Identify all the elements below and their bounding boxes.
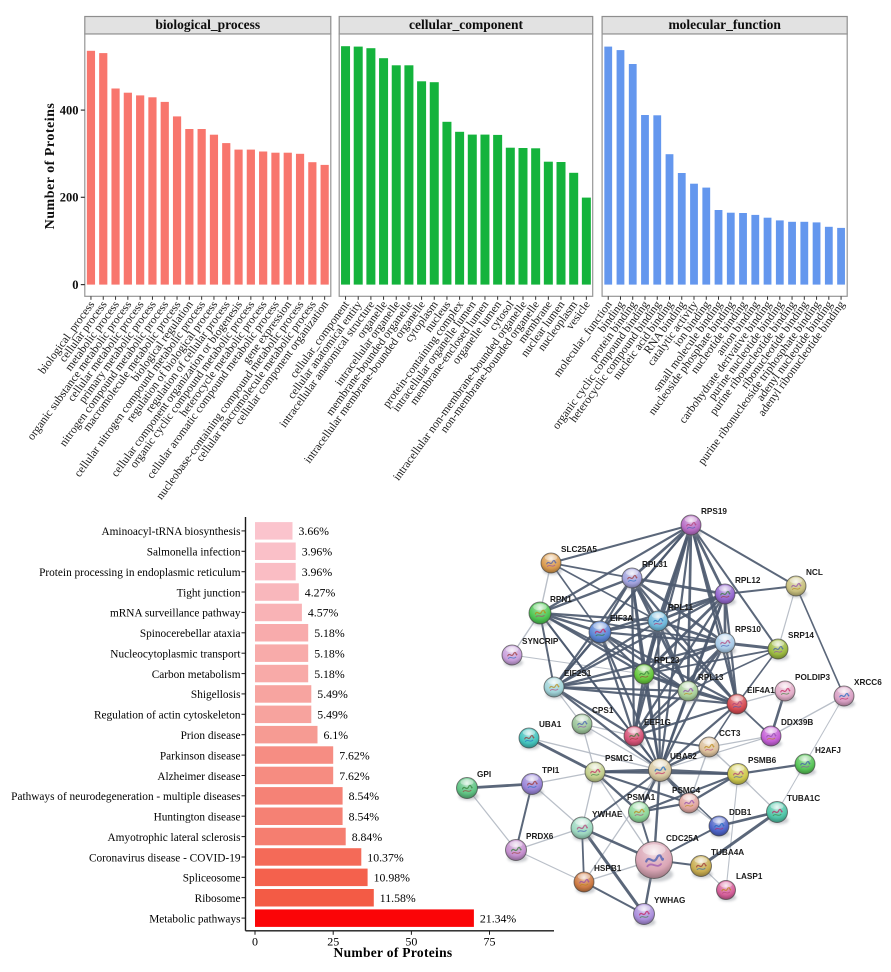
svg-text:7.62%: 7.62%	[339, 748, 370, 762]
svg-text:EIF3A: EIF3A	[610, 614, 633, 623]
svg-text:5.49%: 5.49%	[317, 687, 348, 701]
svg-text:5.18%: 5.18%	[314, 647, 345, 661]
svg-text:Regulation of actin cytoskelet: Regulation of actin cytoskeleton	[94, 710, 241, 722]
svg-text:Alzheimer disease: Alzheimer disease	[157, 771, 240, 783]
svg-text:0: 0	[252, 934, 258, 948]
svg-text:UBA1: UBA1	[539, 720, 562, 729]
svg-text:75: 75	[484, 934, 496, 948]
svg-text:PSMB6: PSMB6	[748, 756, 777, 765]
svg-text:Metabolic pathways: Metabolic pathways	[149, 913, 240, 925]
svg-text:TUBA1C: TUBA1C	[787, 794, 820, 803]
svg-text:21.34%: 21.34%	[480, 911, 517, 925]
svg-text:Protein processing in endoplas: Protein processing in endoplasmic reticu…	[39, 567, 241, 579]
svg-text:RPL13: RPL13	[698, 673, 724, 682]
svg-text:SYNCRIP: SYNCRIP	[522, 637, 559, 646]
svg-text:8.54%: 8.54%	[349, 789, 380, 803]
svg-text:HSPB1: HSPB1	[594, 864, 622, 873]
svg-text:Number of Proteins: Number of Proteins	[43, 103, 58, 230]
svg-text:EIF2S1: EIF2S1	[564, 669, 592, 678]
svg-text:Parkinson disease: Parkinson disease	[160, 750, 241, 762]
svg-text:RPN1: RPN1	[550, 595, 572, 604]
svg-text:POLDIP3: POLDIP3	[795, 673, 830, 682]
svg-text:mRNA surveillance pathway: mRNA surveillance pathway	[110, 608, 241, 620]
svg-text:SRP14: SRP14	[788, 631, 814, 640]
svg-text:RPL12: RPL12	[735, 576, 761, 585]
svg-text:3.96%: 3.96%	[302, 565, 333, 579]
svg-text:Tight junction: Tight junction	[177, 587, 241, 599]
svg-text:Amyotrophic lateral sclerosis: Amyotrophic lateral sclerosis	[107, 832, 240, 844]
svg-text:Pathways of neurodegeneration: Pathways of neurodegeneration - multiple…	[11, 791, 240, 803]
svg-text:3.66%: 3.66%	[299, 524, 330, 538]
svg-text:10.37%: 10.37%	[367, 850, 404, 864]
svg-text:Nucleocytoplasmic transport: Nucleocytoplasmic transport	[110, 649, 241, 661]
svg-text:TPI1: TPI1	[542, 766, 560, 775]
svg-text:TUBA4A: TUBA4A	[711, 848, 744, 857]
svg-text:3.96%: 3.96%	[302, 545, 333, 559]
svg-text:7.62%: 7.62%	[339, 769, 370, 783]
svg-text:EEF1G: EEF1G	[644, 718, 671, 727]
svg-text:PSMC1: PSMC1	[605, 754, 634, 763]
svg-text:6.1%: 6.1%	[324, 728, 349, 742]
svg-text:PSMA1: PSMA1	[627, 793, 656, 802]
svg-text:PSMC4: PSMC4	[672, 786, 701, 795]
svg-text:cellular_component: cellular_component	[409, 17, 523, 32]
svg-text:UBA52: UBA52	[670, 752, 697, 761]
svg-text:biological_process: biological_process	[155, 17, 260, 32]
svg-text:25: 25	[327, 934, 339, 948]
svg-text:Ribosome: Ribosome	[195, 893, 241, 905]
svg-text:NCL: NCL	[806, 568, 823, 577]
svg-text:Number of Proteins: Number of Proteins	[334, 945, 453, 960]
svg-text:RPL31: RPL31	[642, 560, 668, 569]
svg-text:RPS19: RPS19	[701, 507, 727, 516]
svg-text:Salmonella infection: Salmonella infection	[147, 547, 241, 559]
svg-text:YWHAG: YWHAG	[654, 896, 685, 905]
svg-text:CCT3: CCT3	[719, 729, 741, 738]
svg-text:8.54%: 8.54%	[349, 810, 380, 824]
svg-text:Spliceosome: Spliceosome	[183, 873, 241, 885]
svg-text:5.18%: 5.18%	[314, 667, 345, 681]
svg-text:4.57%: 4.57%	[308, 606, 339, 620]
svg-text:CDC25A: CDC25A	[666, 834, 699, 843]
svg-text:RPS10: RPS10	[735, 625, 761, 634]
svg-text:GPI: GPI	[477, 770, 491, 779]
svg-text:Aminoacyl-tRNA biosynthesis: Aminoacyl-tRNA biosynthesis	[101, 526, 240, 538]
svg-text:Prion disease: Prion disease	[181, 730, 241, 742]
svg-text:EIF4A1: EIF4A1	[747, 686, 775, 695]
svg-text:Coronavirus disease - COVID-19: Coronavirus disease - COVID-19	[89, 852, 241, 864]
svg-text:5.18%: 5.18%	[314, 626, 345, 640]
svg-text:CPS1: CPS1	[592, 706, 614, 715]
svg-text:Carbon metabolism: Carbon metabolism	[152, 669, 241, 681]
svg-text:Huntington disease: Huntington disease	[154, 812, 241, 824]
svg-text:Shigellosis: Shigellosis	[191, 689, 241, 701]
svg-text:H2AFJ: H2AFJ	[815, 746, 841, 755]
svg-text:0: 0	[72, 278, 78, 292]
svg-text:DDB1: DDB1	[729, 808, 752, 817]
svg-text:8.84%: 8.84%	[352, 830, 383, 844]
svg-text:50: 50	[405, 934, 417, 948]
svg-text:SLC25A5: SLC25A5	[561, 545, 597, 554]
svg-text:10.98%: 10.98%	[374, 871, 411, 885]
svg-text:5.49%: 5.49%	[317, 708, 348, 722]
svg-text:RPL11: RPL11	[668, 603, 693, 612]
svg-text:LASP1: LASP1	[736, 872, 763, 881]
svg-text:DDX39B: DDX39B	[781, 718, 813, 727]
svg-text:PRDX6: PRDX6	[526, 832, 554, 841]
svg-text:Spinocerebellar ataxia: Spinocerebellar ataxia	[140, 628, 241, 640]
svg-text:molecular_function: molecular_function	[668, 17, 781, 32]
svg-text:200: 200	[60, 191, 79, 205]
svg-text:11.58%: 11.58%	[380, 891, 416, 905]
svg-text:400: 400	[60, 103, 79, 117]
svg-text:4.27%: 4.27%	[305, 585, 336, 599]
svg-text:XRCC6: XRCC6	[854, 678, 882, 687]
svg-text:RPL23: RPL23	[654, 656, 680, 665]
svg-text:YWHAE: YWHAE	[592, 810, 623, 819]
